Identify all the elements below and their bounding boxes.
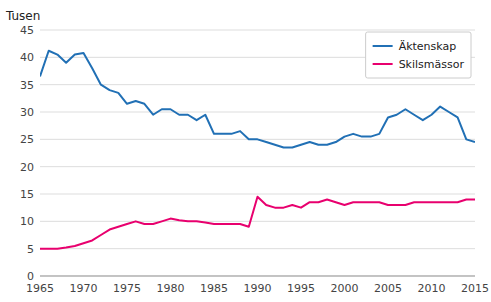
y-tick-labels: 051015202530354045 [20,24,34,283]
x-tick-label: 1990 [244,282,272,295]
legend-swatch [373,45,393,47]
legend-frame [366,32,471,78]
y-tick-label: 25 [20,133,34,146]
x-tick-label: 2005 [374,282,402,295]
y-tick-label: 15 [20,188,34,201]
y-grid [40,30,475,276]
legend-label: Skilsmässor [399,58,465,71]
x-tick-label: 2010 [418,282,446,295]
y-axis-label: Tusen [5,9,40,23]
page: {"chart_data": {"type": "line", "ylabel"… [0,0,491,302]
legend-item: Skilsmässor [373,58,465,71]
y-tick-label: 30 [20,106,34,119]
x-tick-label: 1995 [287,282,315,295]
series-lines [40,51,475,249]
y-tick-label: 5 [27,243,34,256]
x-tick-label: 2000 [331,282,359,295]
x-axis-line [40,276,475,277]
y-tick-label: 35 [20,79,34,92]
grid-line [40,194,475,195]
y-tick-label: 40 [20,51,34,64]
y-tick-label: 20 [20,161,34,174]
grid-line [40,84,475,85]
grid-line [40,248,475,249]
grid-line [40,30,475,31]
grid-line [40,221,475,222]
grid-line [40,276,475,277]
x-tick-label: 1965 [26,282,54,295]
x-tick-label: 1985 [200,282,228,295]
y-tick-label: 10 [20,215,34,228]
x-tick-label: 1975 [113,282,141,295]
legend-swatch [373,63,393,65]
series-line [40,197,475,249]
legend: Äktenskap Skilsmässor [366,32,471,78]
x-tick-labels: 1965 1970 1975 1980 1985 1990 1995 2000 2005 2010… [26,282,489,295]
chart: 0510152025303540451965197019751980198519… [0,0,491,302]
legend-item: Äktenskap [373,40,457,53]
y-tick-label: 45 [20,24,34,37]
x-tick-label: 1980 [157,282,185,295]
x-tick-label: 1970 [70,282,98,295]
x-tick-label: 2015 [461,282,489,295]
legend-label: Äktenskap [399,40,457,53]
series-line [40,51,475,148]
grid-line [40,166,475,167]
